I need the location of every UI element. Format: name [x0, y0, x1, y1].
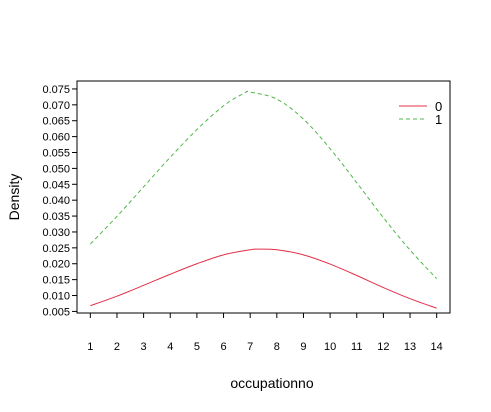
- y-tick-label: 0.035: [42, 211, 70, 223]
- x-axis-title: occupationno: [230, 375, 314, 391]
- y-tick-label: 0.015: [42, 275, 70, 287]
- y-axis: 0.005 0.010 0.015 0.020 0.025 0.030 0.035 0.040…: [42, 84, 77, 318]
- y-tick-label: 0.025: [42, 243, 70, 255]
- series-line-1: [89, 90, 438, 280]
- y-tick-label: 0.070: [42, 100, 70, 112]
- x-axis: 1 2 3 4 5 6 7 8 9 10 11 12 13 14: [87, 313, 443, 353]
- x-tick-label: 1: [87, 341, 93, 353]
- x-tick-label: 4: [167, 341, 173, 353]
- plot-frame: [76, 80, 451, 314]
- x-tick-label: 11: [351, 341, 362, 353]
- y-axis-title: Density: [6, 174, 22, 221]
- x-tick-label: 7: [247, 341, 253, 353]
- series-layer: [89, 90, 438, 309]
- x-tick-label: 8: [274, 341, 280, 353]
- x-tick-label: 10: [324, 341, 336, 353]
- y-tick-label: 0.040: [42, 195, 70, 207]
- y-tick-label: 0.055: [42, 148, 70, 160]
- x-tick-label: 3: [141, 341, 147, 353]
- x-tick-label: 14: [431, 341, 443, 353]
- y-tick-label: 0.030: [42, 227, 70, 239]
- x-tick-label: 6: [220, 341, 226, 353]
- y-tick-label: 0.005: [42, 306, 70, 318]
- x-tick-label: 12: [377, 341, 389, 353]
- y-tick-label: 0.045: [42, 179, 70, 191]
- legend-label-1: 1: [435, 112, 442, 127]
- legend: 01: [399, 99, 442, 127]
- y-tick-label: 0.060: [42, 132, 70, 144]
- y-tick-label: 0.075: [42, 84, 70, 96]
- x-tick-label: 2: [114, 341, 120, 353]
- y-tick-label: 0.065: [42, 116, 70, 128]
- series-line-0: [90, 248, 437, 309]
- y-tick-label: 0.050: [42, 163, 70, 175]
- x-tick-label: 5: [194, 341, 200, 353]
- y-tick-label: 0.010: [42, 291, 70, 303]
- x-tick-label: 13: [404, 341, 416, 353]
- y-tick-label: 0.020: [42, 259, 70, 271]
- legend-label-0: 0: [435, 99, 442, 114]
- x-tick-label: 9: [300, 341, 306, 353]
